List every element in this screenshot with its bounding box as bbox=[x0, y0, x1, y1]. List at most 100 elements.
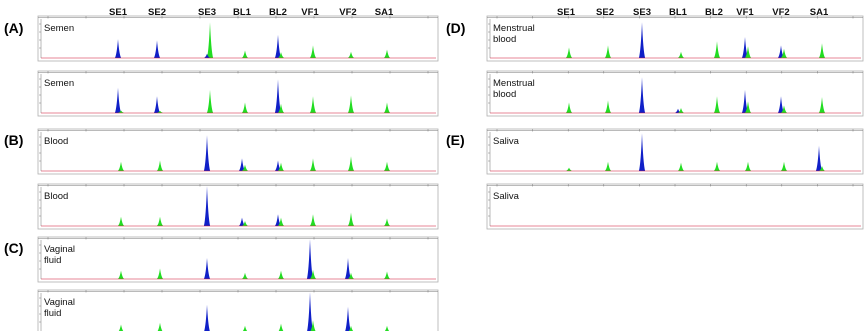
trace-frame bbox=[486, 183, 864, 230]
trace-frame bbox=[37, 15, 439, 62]
peak-bl1-green bbox=[677, 107, 685, 113]
peak-bl2-green bbox=[713, 161, 721, 171]
peak-vf2-green bbox=[347, 95, 355, 113]
peak-vf2-blue bbox=[777, 96, 785, 113]
sample-label: blood bbox=[493, 89, 516, 100]
marker-label-se3: SE3 bbox=[198, 7, 216, 18]
peak-se2-green bbox=[156, 268, 164, 279]
peak-se2-blue bbox=[153, 96, 161, 113]
sample-label: Semen bbox=[44, 23, 74, 34]
peak-se3-green bbox=[206, 22, 214, 58]
peak-bl2-blue bbox=[274, 34, 282, 58]
peak-vf2-blue bbox=[344, 258, 352, 279]
peak-se2-green bbox=[156, 216, 164, 226]
peak-vf2-green bbox=[347, 51, 355, 58]
panel-letter: (A) bbox=[4, 20, 23, 36]
sample-label: Saliva bbox=[493, 136, 520, 147]
trace-frame bbox=[37, 183, 439, 230]
sample-label: Blood bbox=[44, 191, 68, 202]
sample-label: blood bbox=[493, 34, 516, 45]
peak-se2-green bbox=[157, 322, 163, 331]
peak-sa1-green bbox=[383, 218, 391, 226]
peak-se3-blue bbox=[638, 133, 646, 171]
peak-vf1-green bbox=[309, 158, 317, 171]
peak-bl1-blue bbox=[238, 158, 246, 171]
marker-label-vf2: VF2 bbox=[772, 7, 789, 18]
peak-sa1-blue bbox=[815, 145, 823, 171]
panel-letter: (C) bbox=[4, 240, 23, 256]
peak-bl1-blue bbox=[238, 217, 246, 226]
panel-a: (A) Semen Semen bbox=[4, 15, 439, 117]
peak-bl1-green bbox=[677, 162, 685, 171]
peak-vf1-green bbox=[310, 320, 316, 331]
peak-se3-blue bbox=[203, 53, 211, 58]
peak-vf1-green bbox=[744, 101, 752, 113]
peak-bl2-green bbox=[277, 217, 285, 226]
peak-bl2-green bbox=[713, 41, 721, 58]
peak-bl1-green bbox=[241, 102, 249, 113]
peak-se2-green bbox=[604, 100, 612, 113]
peak-sa1-green bbox=[383, 49, 391, 58]
peak-vf1-green bbox=[309, 45, 317, 58]
peak-vf1-green bbox=[309, 214, 317, 226]
trace-frame bbox=[486, 15, 864, 62]
peak-se2-green bbox=[156, 110, 164, 113]
peak-sa1-green bbox=[383, 271, 391, 279]
peak-se1-blue bbox=[114, 87, 122, 113]
panel-e: (E) Saliva Saliva bbox=[446, 128, 864, 230]
electropherogram-trace: Saliva bbox=[486, 128, 864, 175]
trace-frame bbox=[486, 128, 864, 175]
marker-label-sa1: SA1 bbox=[375, 7, 394, 18]
peak-bl2-green bbox=[277, 270, 285, 279]
peak-se2-green bbox=[156, 160, 164, 171]
peak-se3-blue bbox=[204, 304, 210, 331]
peak-se3-blue bbox=[638, 77, 646, 113]
sample-label: Menstrual bbox=[493, 23, 535, 34]
peak-se1-green bbox=[117, 110, 125, 113]
peak-vf1-blue bbox=[741, 89, 749, 113]
panel-letter: (B) bbox=[4, 132, 23, 148]
sample-label: Vaginal bbox=[44, 297, 75, 308]
peak-se2-green bbox=[604, 161, 612, 171]
electropherogram-trace: Saliva bbox=[486, 183, 864, 230]
peak-bl2-green bbox=[277, 52, 285, 58]
marker-label-bl1: BL1 bbox=[669, 7, 688, 18]
peak-vf1-green bbox=[744, 46, 752, 58]
peak-bl1-green bbox=[241, 164, 249, 171]
peak-se1-green bbox=[565, 47, 573, 58]
marker-label-vf1: VF1 bbox=[736, 7, 754, 18]
peak-vf1-blue bbox=[741, 37, 749, 58]
peak-vf2-green bbox=[780, 105, 788, 113]
peak-vf2-green bbox=[347, 272, 355, 279]
peak-vf1-green bbox=[309, 96, 317, 113]
sample-label: fluid bbox=[44, 308, 61, 319]
peak-vf1-blue bbox=[307, 292, 313, 331]
electropherogram-trace: Blood bbox=[37, 183, 439, 230]
sample-label: Saliva bbox=[493, 191, 520, 202]
sample-label: fluid bbox=[44, 255, 61, 266]
sample-label: Semen bbox=[44, 78, 74, 89]
peak-se3-blue bbox=[203, 258, 211, 279]
trace-frame bbox=[486, 70, 864, 117]
peak-vf2-green bbox=[347, 156, 355, 171]
trace-frame bbox=[37, 128, 439, 175]
peak-se1-green bbox=[117, 216, 125, 226]
peak-bl2-green bbox=[713, 96, 721, 113]
peak-bl2-green bbox=[277, 103, 285, 113]
peak-vf2-green bbox=[780, 161, 788, 171]
electropherogram-trace: Blood bbox=[37, 128, 439, 175]
peak-se2-green bbox=[604, 45, 612, 58]
peak-bl2-green bbox=[278, 323, 284, 331]
electropherogram-trace: Semen bbox=[37, 70, 439, 117]
peak-vf1-green bbox=[744, 161, 752, 171]
right-marker-header: SE1 SE2 SE3 BL1 BL2 VF1 VF2 SA1 bbox=[557, 7, 829, 18]
peak-se3-blue bbox=[638, 22, 646, 58]
electropherogram-trace: Semen bbox=[37, 15, 439, 62]
peak-bl2-green bbox=[277, 162, 285, 171]
peak-bl1-green bbox=[241, 50, 249, 58]
peak-sa1-green bbox=[384, 325, 390, 331]
peak-se1-blue bbox=[114, 39, 122, 58]
